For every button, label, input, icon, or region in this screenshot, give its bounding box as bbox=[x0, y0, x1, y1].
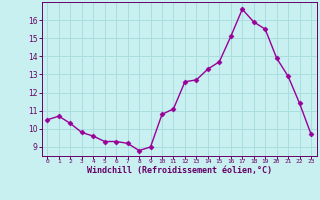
X-axis label: Windchill (Refroidissement éolien,°C): Windchill (Refroidissement éolien,°C) bbox=[87, 166, 272, 175]
